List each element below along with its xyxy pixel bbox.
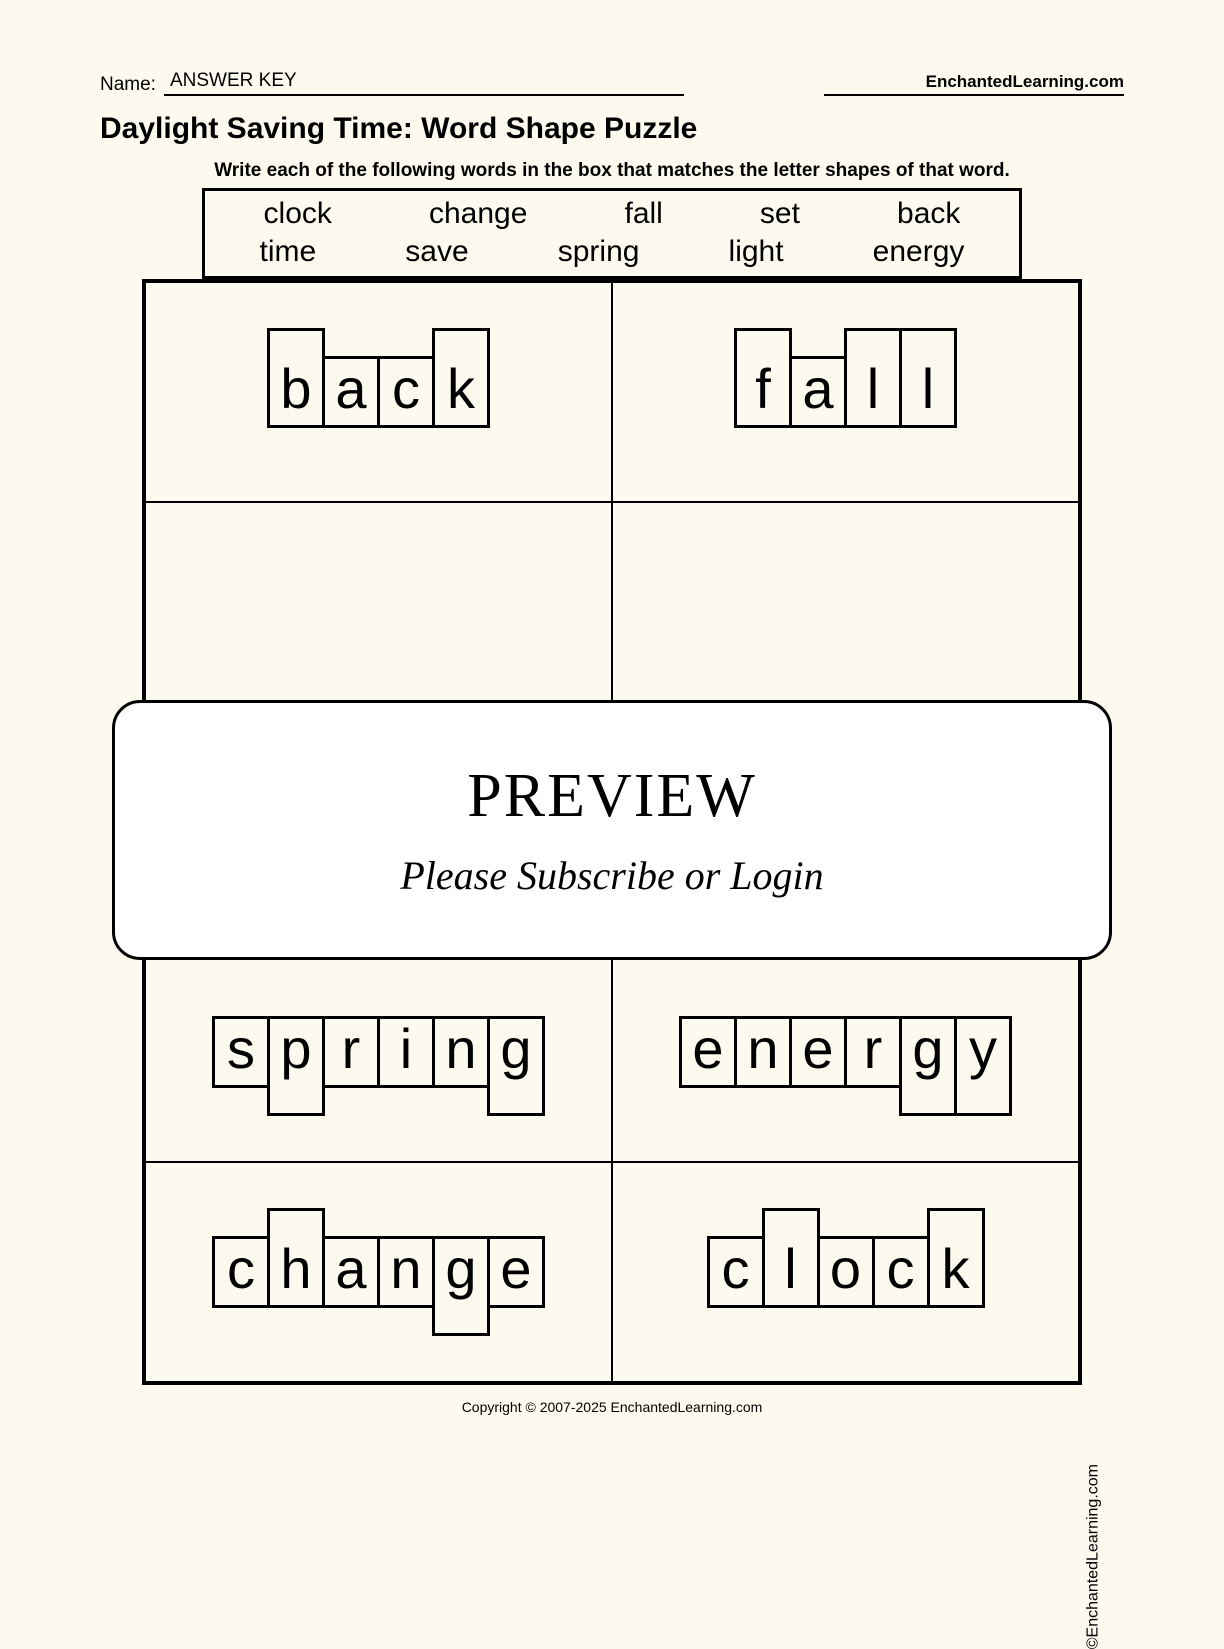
letter-box: l bbox=[844, 328, 902, 428]
letter-box: r bbox=[322, 1016, 380, 1088]
letter-box: s bbox=[212, 1016, 270, 1088]
letter-box: a bbox=[789, 356, 847, 428]
cell-r4c1: spring bbox=[145, 942, 612, 1162]
letter-box: a bbox=[322, 1236, 380, 1308]
cell-r5c1: change bbox=[145, 1162, 612, 1382]
wb-word: light bbox=[729, 233, 784, 271]
letter-box: e bbox=[679, 1016, 737, 1088]
letter-box: l bbox=[762, 1208, 820, 1308]
cell-r2c1 bbox=[145, 502, 612, 722]
site-name: EnchantedLearning.com bbox=[824, 72, 1124, 96]
cell-r1c1: back bbox=[145, 282, 612, 502]
overlay-subtitle: Please Subscribe or Login bbox=[400, 852, 823, 899]
name-label: Name: bbox=[100, 74, 156, 96]
letter-box: c bbox=[377, 356, 435, 428]
wb-word: save bbox=[405, 233, 468, 271]
cell-r2c2 bbox=[612, 502, 1079, 722]
letter-box: i bbox=[377, 1016, 435, 1088]
wb-word: fall bbox=[624, 195, 662, 233]
letter-box: c bbox=[212, 1236, 270, 1308]
wb-word: energy bbox=[873, 233, 965, 271]
wb-word: clock bbox=[264, 195, 332, 233]
wb-word: spring bbox=[558, 233, 640, 271]
letter-box: a bbox=[322, 356, 380, 428]
letter-box: n bbox=[432, 1016, 490, 1088]
wb-word: set bbox=[760, 195, 800, 233]
wb-word: time bbox=[260, 233, 317, 271]
letter-box: p bbox=[267, 1016, 325, 1116]
letter-box: f bbox=[734, 328, 792, 428]
letter-box: k bbox=[927, 1208, 985, 1308]
cell-r1c2: fall bbox=[612, 282, 1079, 502]
letter-box: y bbox=[954, 1016, 1012, 1116]
copyright: Copyright © 2007-2025 EnchantedLearning.… bbox=[100, 1399, 1124, 1415]
page-title: Daylight Saving Time: Word Shape Puzzle bbox=[100, 112, 1124, 146]
word-bank-row-2: time save spring light energy bbox=[215, 233, 1009, 271]
cell-r5c2: clock bbox=[612, 1162, 1079, 1382]
name-value: ANSWER KEY bbox=[164, 70, 684, 96]
instructions: Write each of the following words in the… bbox=[100, 160, 1124, 182]
wb-word: back bbox=[897, 195, 960, 233]
letter-box: l bbox=[899, 328, 957, 428]
word-bank-row-1: clock change fall set back bbox=[215, 195, 1009, 233]
header: Name: ANSWER KEY EnchantedLearning.com bbox=[100, 70, 1124, 96]
letter-box: b bbox=[267, 328, 325, 428]
letter-box: g bbox=[487, 1016, 545, 1116]
letter-box: n bbox=[377, 1236, 435, 1308]
letter-box: n bbox=[734, 1016, 792, 1088]
preview-overlay: PREVIEW Please Subscribe or Login bbox=[112, 700, 1112, 960]
letter-box: h bbox=[267, 1208, 325, 1308]
letter-box: g bbox=[899, 1016, 957, 1116]
letter-box: g bbox=[432, 1236, 490, 1336]
letter-box: k bbox=[432, 328, 490, 428]
wb-word: change bbox=[429, 195, 527, 233]
letter-box: o bbox=[817, 1236, 875, 1308]
letter-box: c bbox=[872, 1236, 930, 1308]
overlay-title: PREVIEW bbox=[467, 761, 757, 832]
cell-r4c2: energy bbox=[612, 942, 1079, 1162]
letter-box: e bbox=[487, 1236, 545, 1308]
letter-box: e bbox=[789, 1016, 847, 1088]
letter-box: r bbox=[844, 1016, 902, 1088]
side-credit: ©EnchantedLearning.com bbox=[1084, 1464, 1102, 1649]
word-bank: clock change fall set back time save spr… bbox=[202, 188, 1022, 279]
letter-box: c bbox=[707, 1236, 765, 1308]
